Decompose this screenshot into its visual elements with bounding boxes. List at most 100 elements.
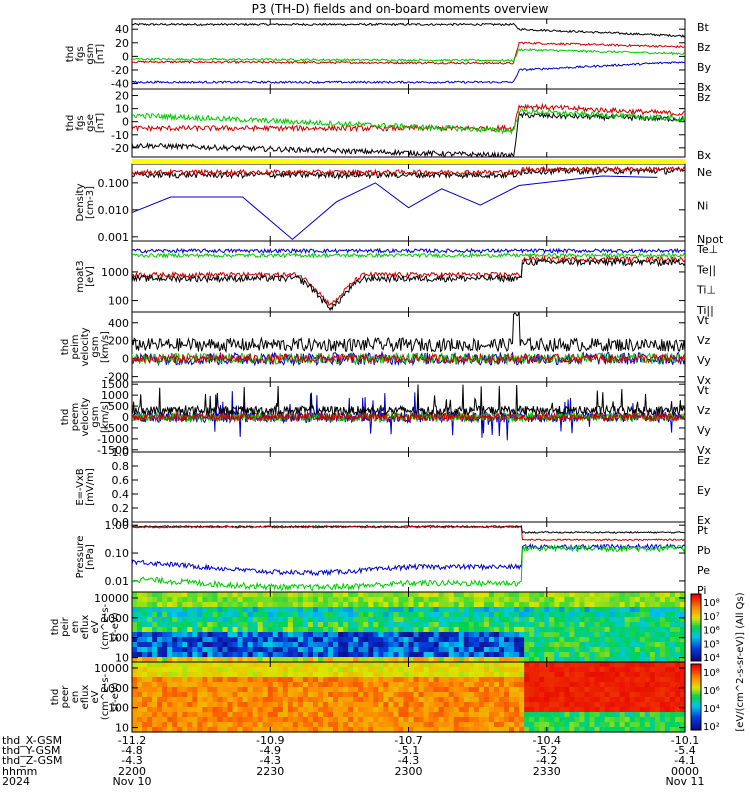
spectrogram-cell — [679, 662, 686, 668]
spectrogram-cell — [207, 642, 214, 648]
spectrogram-cell — [478, 687, 485, 693]
spectrogram-cell — [433, 632, 440, 638]
spectrogram-cell — [157, 607, 163, 613]
spectrogram-cell — [152, 707, 158, 713]
spectrogram-cell — [519, 597, 525, 603]
spectrogram-cell — [403, 702, 410, 708]
y-label-line: gsm — [85, 43, 96, 64]
spectrogram-cell — [664, 632, 671, 638]
spectrogram-cell — [559, 657, 565, 663]
spectrogram-cell — [348, 697, 354, 703]
spectrogram-cell — [438, 637, 445, 643]
spectrogram-cell — [343, 692, 349, 698]
spectrogram-cell — [599, 607, 606, 613]
y-label-line: E=-VxB — [75, 468, 86, 505]
spectrogram-cell — [132, 602, 138, 608]
spectrogram-cell — [514, 667, 520, 673]
spectrogram-cell — [408, 622, 415, 628]
spectrogram-cell — [569, 627, 575, 633]
spectrogram-cell — [383, 667, 389, 673]
legend-entry: Vt — [697, 384, 710, 397]
spectrogram-cell — [589, 667, 596, 673]
spectrogram-cell — [599, 702, 606, 708]
spectrogram-cell — [257, 617, 264, 623]
spectrogram-cell — [267, 602, 274, 608]
spectrogram-cell — [624, 647, 631, 653]
spectrogram-cell — [539, 702, 545, 708]
spectrogram-cell — [353, 627, 359, 633]
spectrogram-cell — [458, 672, 465, 678]
spectrogram-cell — [644, 682, 651, 688]
spectrogram-cell — [569, 717, 575, 723]
spectrogram-cell — [237, 647, 244, 653]
spectrogram-cell — [212, 637, 219, 643]
spectrogram-cell — [468, 627, 475, 633]
spectrogram-cell — [393, 617, 400, 623]
spectrogram-cell — [232, 657, 239, 663]
spectrogram-cell — [162, 682, 168, 688]
spectrogram-cell — [654, 672, 661, 678]
spectrogram-cell — [152, 682, 158, 688]
spectrogram-cell — [307, 657, 314, 663]
spectrogram-cell — [619, 597, 626, 603]
spectrogram-cell — [639, 727, 646, 733]
series-group — [132, 384, 685, 441]
spectrogram-cell — [473, 692, 480, 698]
spectrogram-cell — [227, 672, 234, 678]
series-group — [132, 312, 685, 367]
spectrogram-cell — [514, 627, 520, 633]
spectrogram-cell — [348, 702, 354, 708]
y-label-line: en — [70, 691, 81, 704]
spectrogram-cell — [177, 607, 183, 613]
spectrogram-cell — [428, 617, 435, 623]
x-axis-value: -4.3 — [398, 754, 419, 767]
spectrogram-cell — [252, 627, 259, 633]
spectrogram-cell — [669, 702, 676, 708]
spectrogram-cell — [413, 717, 420, 723]
spectrogram-cell — [257, 727, 264, 733]
spectrogram-cell — [433, 717, 440, 723]
spectrogram-cell — [624, 662, 631, 668]
spectrogram-cell — [463, 592, 470, 598]
spectrogram-cell — [549, 687, 555, 693]
spectrogram-cell — [297, 712, 304, 718]
spectrogram-cell — [644, 727, 651, 733]
spectrogram-cell — [594, 687, 601, 693]
spectrogram-cell — [493, 707, 500, 713]
spectrogram-cell — [192, 602, 198, 608]
spectrogram-cell — [247, 712, 254, 718]
spectrogram-cell — [659, 642, 666, 648]
spectrogram-cell — [187, 647, 193, 653]
spectrogram-cell — [323, 592, 329, 598]
spectrogram-cell — [423, 672, 430, 678]
spectrogram-cell — [252, 677, 259, 683]
spectrogram-cell — [393, 697, 400, 703]
spectrogram-cell — [649, 662, 656, 668]
spectrogram-cell — [373, 607, 379, 613]
spectrogram-cell — [132, 682, 138, 688]
spectrogram-cell — [328, 652, 334, 658]
spectrogram-cell — [554, 722, 560, 728]
spectrogram-cell — [524, 672, 530, 678]
spectrogram-cell — [252, 662, 259, 668]
spectrogram-cell — [669, 677, 676, 683]
spectrogram-cell — [257, 707, 264, 713]
spectrogram-cell — [423, 677, 430, 683]
x-axis-value: -4.2 — [536, 754, 557, 767]
spectrogram-cell — [212, 602, 219, 608]
spectrogram-cell — [584, 677, 591, 683]
spectrogram-cell — [378, 612, 384, 618]
spectrogram-cell — [403, 637, 410, 643]
spectrogram-cell — [473, 712, 480, 718]
y-tick-label: -20 — [111, 64, 129, 77]
spectrogram-cell — [378, 672, 384, 678]
spectrogram-cell — [252, 602, 259, 608]
spectrogram-cell — [192, 692, 198, 698]
spectrogram-cell — [679, 682, 686, 688]
spectrogram-cell — [604, 602, 611, 608]
spectrogram-cell — [463, 612, 470, 618]
spectrogram-cell — [569, 637, 575, 643]
spectrogram-cell — [544, 682, 550, 688]
spectrogram-cell — [483, 707, 490, 713]
spectrogram-cell — [398, 632, 405, 638]
